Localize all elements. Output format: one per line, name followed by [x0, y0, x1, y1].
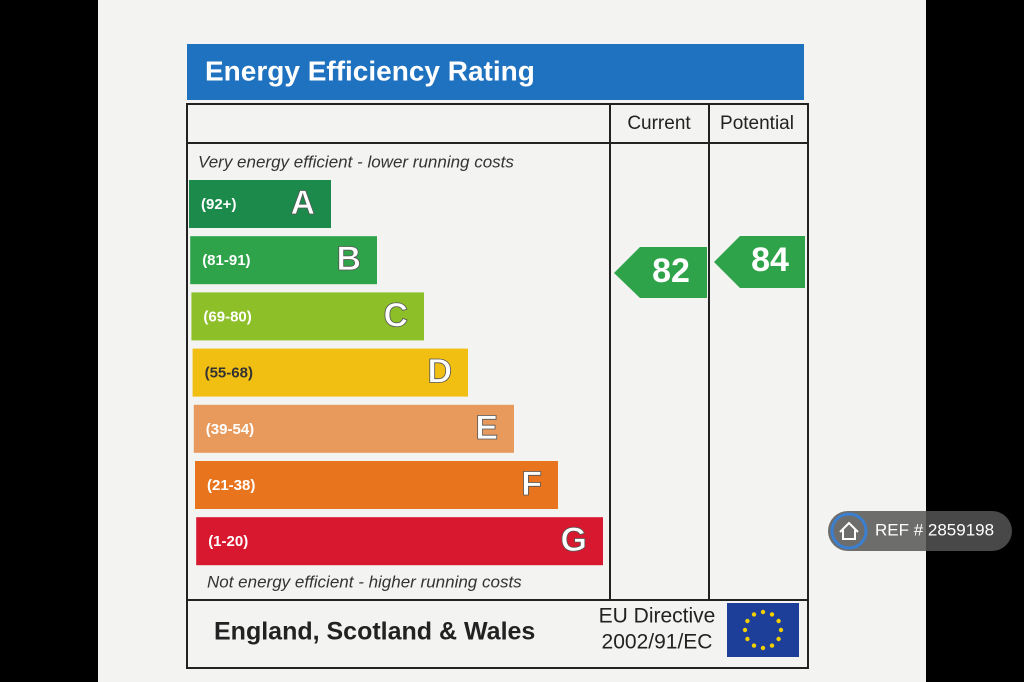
ref-text: REF # 2859198 [875, 520, 994, 539]
band [191, 292, 424, 341]
band-range: (39-54) [206, 421, 254, 438]
current-value: 82 [652, 252, 690, 290]
bands: (92+) A (81-91) B (69-80) C (55-68) D (39-54) E (2… [189, 180, 603, 566]
title: Energy Efficiency Rating [205, 55, 535, 86]
ref-icon [830, 512, 868, 550]
band-letter: C [383, 296, 408, 334]
star [776, 618, 781, 624]
star [745, 636, 750, 642]
home-icon [839, 521, 859, 540]
band-letter: A [290, 184, 315, 222]
band-letter: E [475, 409, 498, 447]
star [778, 627, 784, 633]
footer-code: 2002/91/EC [602, 631, 713, 654]
band-range: (21-38) [207, 477, 255, 494]
band-range: (55-68) [205, 365, 253, 382]
band [193, 404, 515, 453]
star [751, 612, 757, 617]
potential-value: 84 [751, 241, 789, 279]
band-letter: B [336, 240, 361, 278]
column-header: Current [627, 113, 691, 134]
title-bar [187, 44, 804, 100]
current-arrow [614, 247, 707, 298]
top-note: Very energy efficient - lower running co… [198, 152, 514, 171]
band-letter: G [561, 521, 587, 559]
star [760, 609, 766, 615]
star [760, 645, 766, 651]
band [190, 236, 377, 285]
star [769, 643, 775, 648]
photo [98, 0, 926, 682]
band-letter: D [427, 353, 452, 391]
star [769, 612, 775, 617]
band-range: (69-80) [203, 308, 251, 325]
footer-directive: EU Directive [599, 605, 716, 628]
star [776, 636, 781, 642]
eu-stars [742, 609, 784, 651]
frame [186, 103, 809, 669]
ref-badge [828, 511, 1012, 551]
band-range: (81-91) [202, 252, 250, 269]
star [751, 643, 757, 648]
band [192, 348, 468, 397]
footer-region: England, Scotland & Wales [214, 618, 535, 646]
star [745, 618, 750, 624]
column-header: Potential [720, 113, 794, 134]
band [196, 517, 603, 566]
band [189, 180, 331, 228]
band-range: (92+) [201, 196, 236, 213]
star [742, 627, 748, 633]
band [195, 461, 558, 509]
band-range: (1-20) [208, 533, 248, 550]
band-letter: F [521, 465, 542, 503]
bottom-note: Not energy efficient - higher running co… [207, 572, 522, 591]
potential-arrow [714, 236, 805, 288]
